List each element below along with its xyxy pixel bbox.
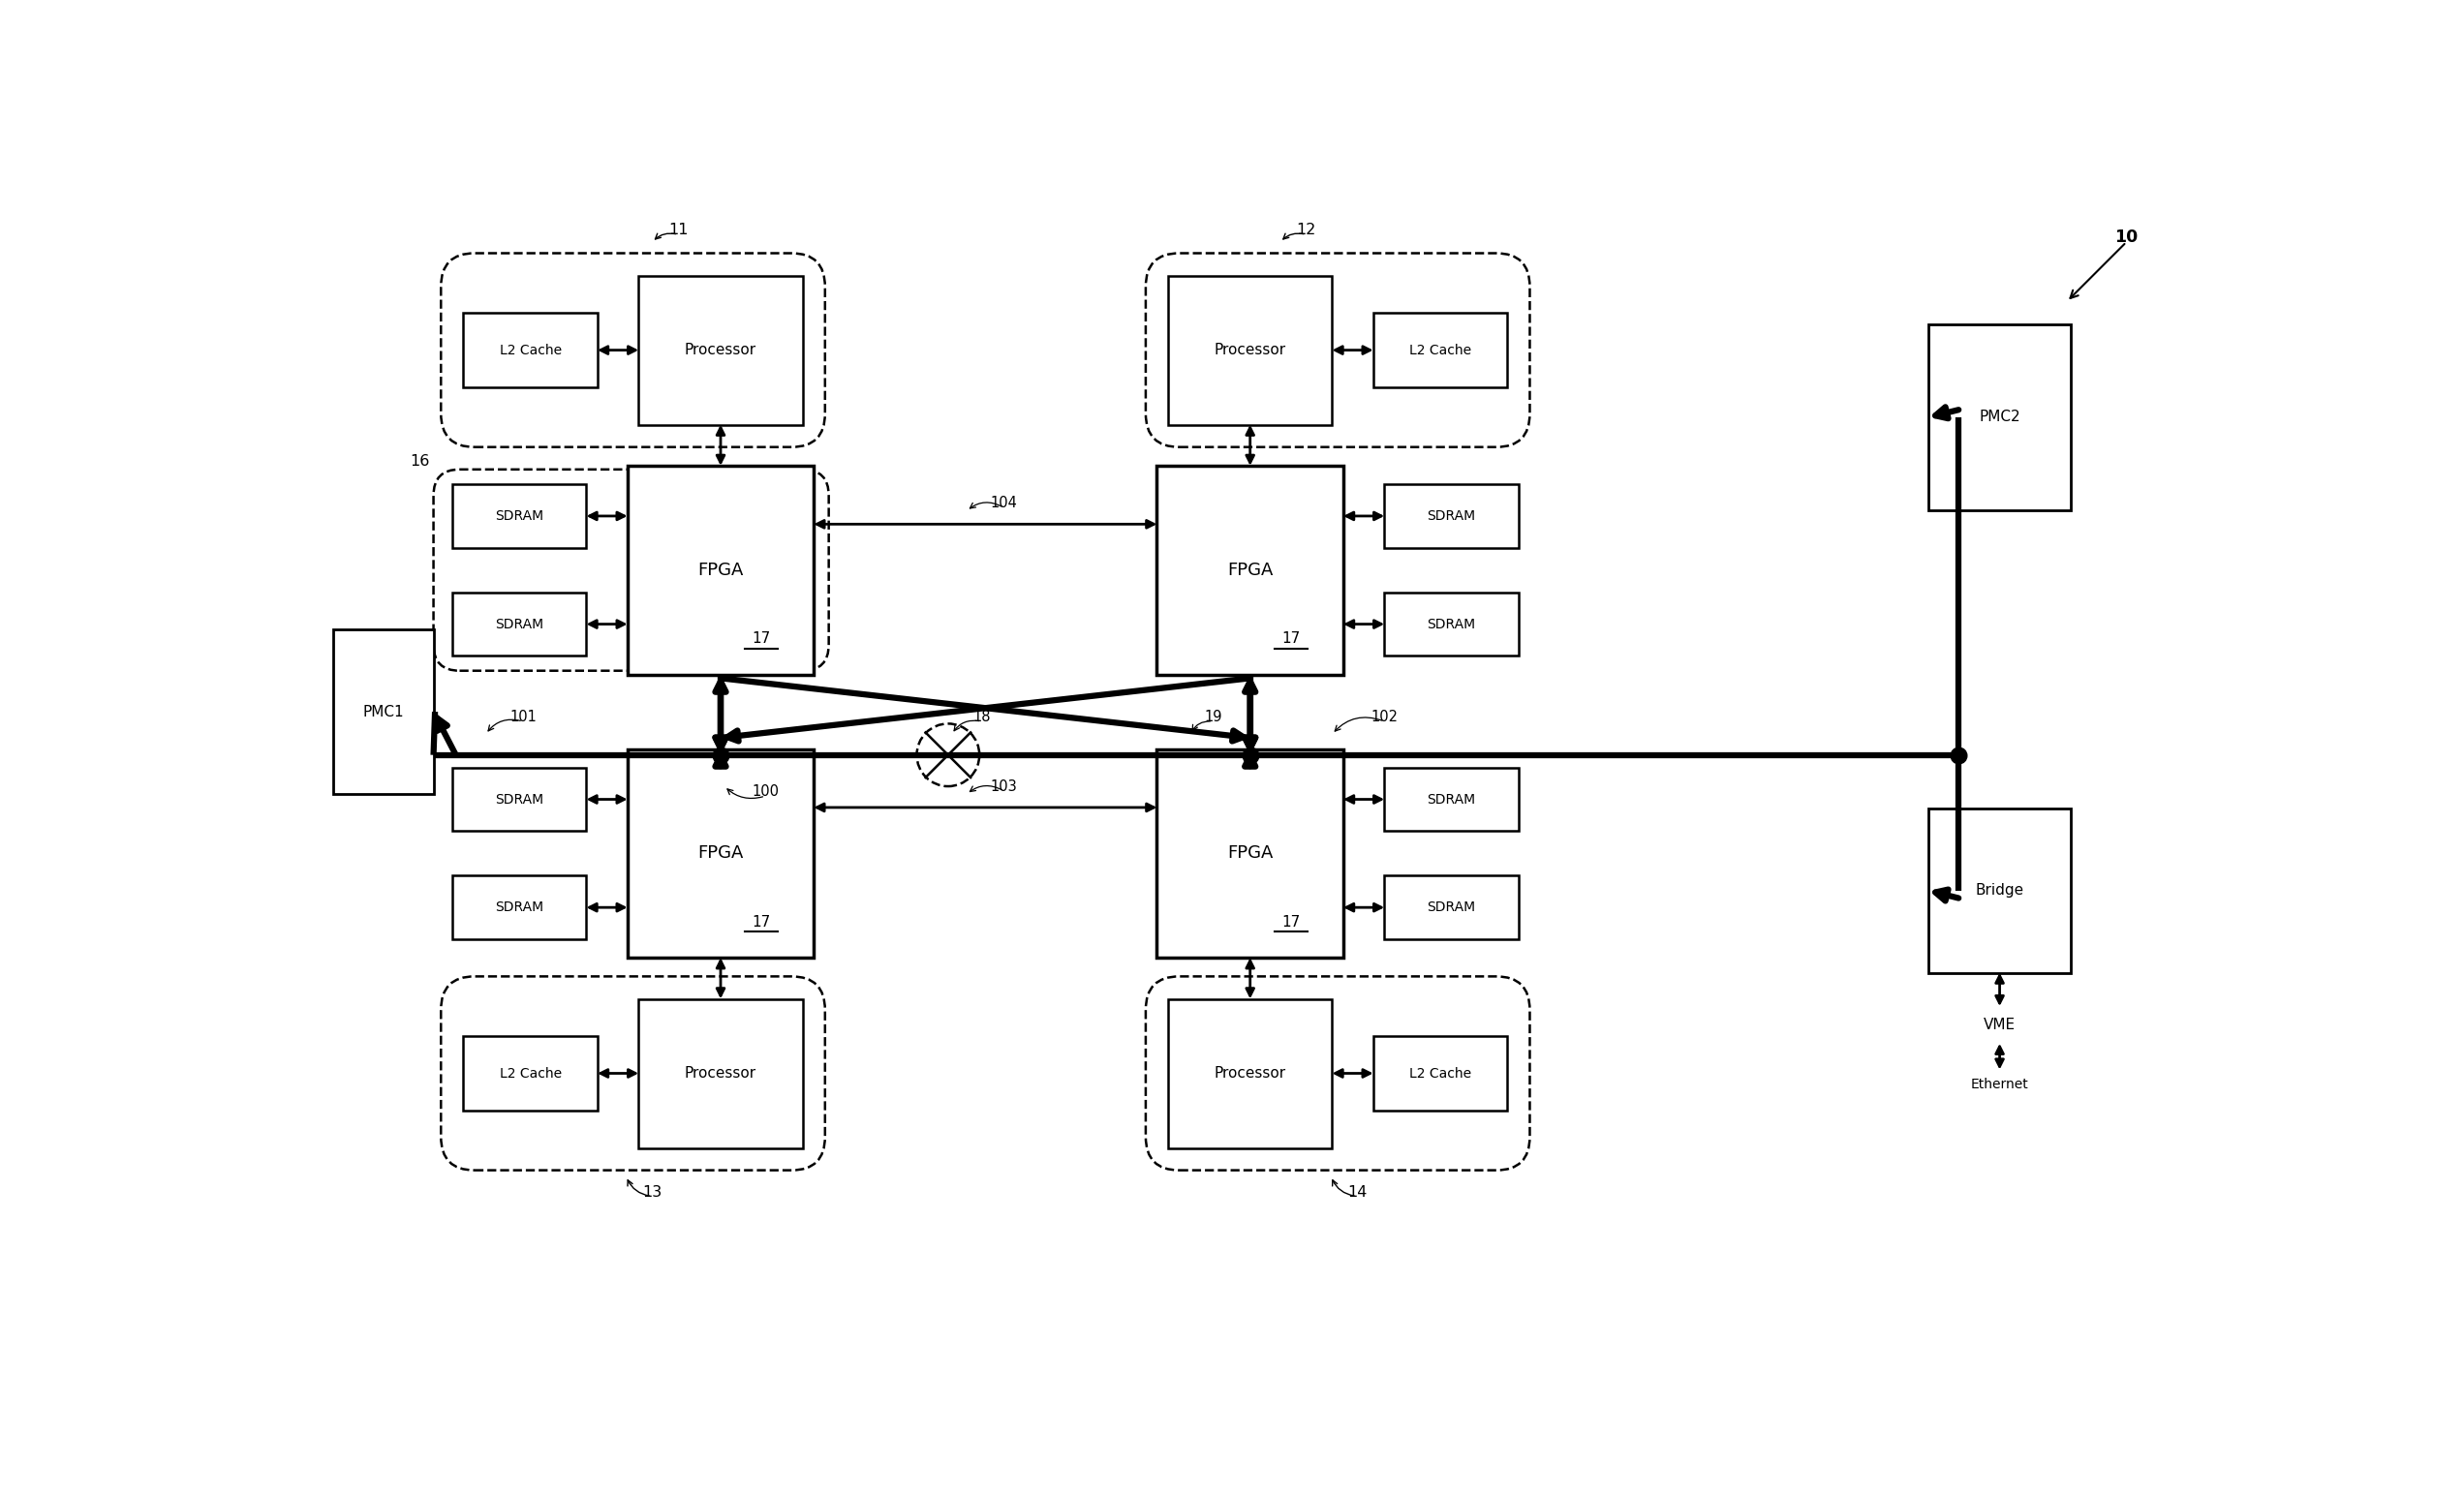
Text: 103: 103 bbox=[991, 779, 1018, 794]
Text: 19: 19 bbox=[1205, 710, 1222, 725]
Text: Processor: Processor bbox=[685, 342, 756, 357]
Text: 101: 101 bbox=[510, 710, 537, 725]
Text: 13: 13 bbox=[643, 1184, 663, 1199]
Text: Processor: Processor bbox=[1215, 1066, 1286, 1081]
Text: 12: 12 bbox=[1296, 223, 1316, 238]
Text: 17: 17 bbox=[1281, 631, 1301, 646]
Text: SDRAM: SDRAM bbox=[495, 510, 545, 523]
Text: SDRAM: SDRAM bbox=[1427, 900, 1476, 915]
FancyBboxPatch shape bbox=[1929, 809, 2070, 973]
Text: L2 Cache: L2 Cache bbox=[500, 344, 562, 357]
Text: SDRAM: SDRAM bbox=[1427, 510, 1476, 523]
FancyBboxPatch shape bbox=[1385, 876, 1518, 939]
Text: 16: 16 bbox=[409, 454, 429, 468]
Text: 100: 100 bbox=[752, 785, 779, 798]
Text: Bridge: Bridge bbox=[1976, 884, 2023, 898]
Text: Ethernet: Ethernet bbox=[1971, 1078, 2028, 1091]
Text: L2 Cache: L2 Cache bbox=[1409, 344, 1471, 357]
FancyBboxPatch shape bbox=[1158, 749, 1343, 958]
Text: SDRAM: SDRAM bbox=[1427, 617, 1476, 631]
Text: Processor: Processor bbox=[1215, 342, 1286, 357]
FancyBboxPatch shape bbox=[1372, 1036, 1508, 1111]
Text: 17: 17 bbox=[752, 631, 771, 646]
FancyBboxPatch shape bbox=[638, 999, 803, 1148]
FancyBboxPatch shape bbox=[1158, 466, 1343, 674]
FancyBboxPatch shape bbox=[1929, 324, 2070, 510]
FancyBboxPatch shape bbox=[451, 484, 586, 547]
Text: SDRAM: SDRAM bbox=[495, 792, 545, 806]
Text: L2 Cache: L2 Cache bbox=[1409, 1066, 1471, 1079]
FancyBboxPatch shape bbox=[1372, 312, 1508, 387]
FancyBboxPatch shape bbox=[1385, 484, 1518, 547]
Text: 17: 17 bbox=[752, 915, 771, 930]
FancyBboxPatch shape bbox=[463, 1036, 599, 1111]
Text: 102: 102 bbox=[1370, 710, 1397, 725]
Text: 10: 10 bbox=[2114, 229, 2139, 245]
Text: SDRAM: SDRAM bbox=[495, 900, 545, 915]
FancyBboxPatch shape bbox=[1385, 767, 1518, 831]
FancyBboxPatch shape bbox=[451, 876, 586, 939]
Text: SDRAM: SDRAM bbox=[495, 617, 545, 631]
Text: Processor: Processor bbox=[685, 1066, 756, 1081]
Text: 17: 17 bbox=[1281, 915, 1301, 930]
Text: PMC1: PMC1 bbox=[362, 704, 404, 719]
FancyBboxPatch shape bbox=[1168, 275, 1333, 425]
Text: 14: 14 bbox=[1348, 1184, 1368, 1199]
Text: L2 Cache: L2 Cache bbox=[500, 1066, 562, 1079]
FancyBboxPatch shape bbox=[628, 749, 813, 958]
FancyBboxPatch shape bbox=[451, 592, 586, 656]
FancyBboxPatch shape bbox=[628, 466, 813, 674]
Text: FPGA: FPGA bbox=[1227, 561, 1274, 579]
Text: VME: VME bbox=[1984, 1018, 2016, 1032]
FancyBboxPatch shape bbox=[451, 767, 586, 831]
Text: PMC2: PMC2 bbox=[1979, 410, 2020, 425]
Text: 18: 18 bbox=[973, 710, 991, 725]
Text: 11: 11 bbox=[668, 223, 687, 238]
Text: FPGA: FPGA bbox=[697, 561, 744, 579]
Text: FPGA: FPGA bbox=[697, 845, 744, 863]
FancyBboxPatch shape bbox=[463, 312, 599, 387]
Text: 104: 104 bbox=[991, 496, 1018, 511]
FancyBboxPatch shape bbox=[333, 629, 434, 794]
FancyBboxPatch shape bbox=[1168, 999, 1333, 1148]
Text: SDRAM: SDRAM bbox=[1427, 792, 1476, 806]
FancyBboxPatch shape bbox=[1385, 592, 1518, 656]
FancyBboxPatch shape bbox=[638, 275, 803, 425]
Text: FPGA: FPGA bbox=[1227, 845, 1274, 863]
